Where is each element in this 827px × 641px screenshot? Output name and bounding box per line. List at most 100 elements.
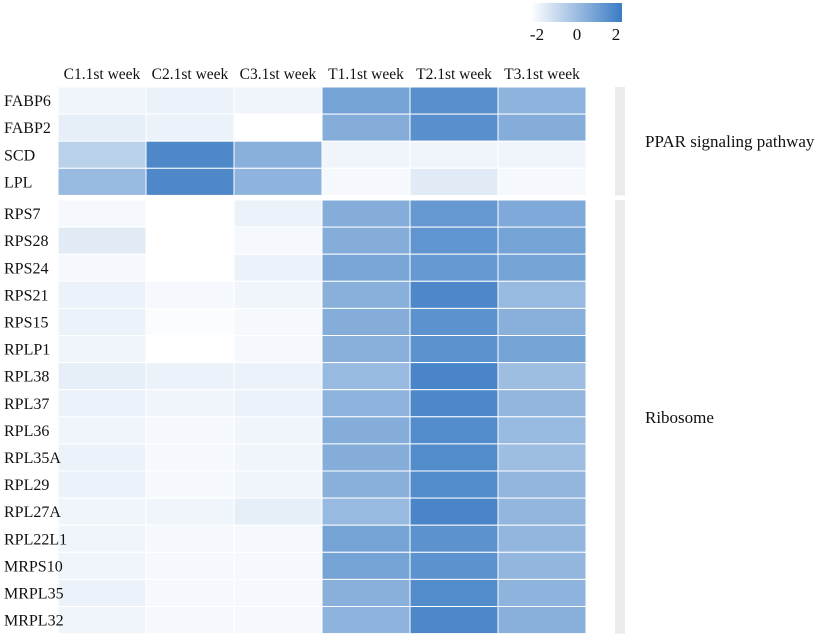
heatmap-cell [321,307,411,336]
heatmap-cell [409,497,499,526]
heatmap-cell [497,253,587,282]
row-label: RPS15 [4,314,48,331]
heatmap-cell [57,551,147,580]
group-label: Ribosome [645,408,714,427]
heatmap-cell [409,606,499,635]
heatmap-cell [497,280,587,309]
heatmap-cell [145,416,235,445]
column-label: C3.1st week [240,66,317,83]
heatmap-cells [57,86,587,635]
heatmap-cell [497,416,587,445]
heatmap-cell [57,335,147,364]
heatmap-cell [321,497,411,526]
heatmap-cell [145,226,235,255]
heatmap-cell [145,113,235,142]
heatmap-cell [409,226,499,255]
heatmap-cell [57,140,147,169]
heatmap-cell [145,389,235,418]
column-label: C1.1st week [64,66,141,83]
row-label: RPL35A [4,450,61,467]
row-label: MRPS10 [4,558,63,575]
heatmap-cell [497,140,587,169]
heatmap-cell [57,524,147,553]
heatmap-cell [409,253,499,282]
row-label: LPL [4,174,32,191]
row-label: RPL38 [4,369,49,386]
heatmap-cell [145,253,235,282]
column-label: T2.1st week [416,66,492,83]
row-label: RPS7 [4,206,40,223]
group-bar [615,200,625,634]
legend-tick-label: 0 [573,25,582,44]
heatmap-cell [57,606,147,635]
heatmap-cell [233,335,323,364]
heatmap-cell [233,524,323,553]
heatmap-cell [321,416,411,445]
heatmap-cell [409,280,499,309]
heatmap-cell [57,280,147,309]
heatmap-cell [321,551,411,580]
heatmap-cell [321,578,411,608]
heatmap-cell [57,497,147,526]
heatmap-cell [57,307,147,336]
heatmap-cell [321,199,411,228]
heatmap-cell [409,551,499,580]
heatmap-cell [145,167,235,196]
heatmap-cell [321,524,411,553]
heatmap-cell [233,113,323,142]
heatmap-cell [57,86,147,115]
heatmap-cell [145,362,235,391]
heatmap-cell [321,113,411,142]
heatmap-cell [497,497,587,526]
row-label: RPL36 [4,423,49,440]
legend-tick-label: 2 [612,25,621,44]
row-label: RPL27A [4,504,61,521]
heatmap-cell [497,226,587,255]
column-label: T3.1st week [504,66,580,83]
heatmap-cell [57,113,147,142]
heatmap-cell [409,470,499,499]
row-label: RPS24 [4,260,48,277]
legend-gradient-bar [531,3,622,22]
heatmap-cell [57,253,147,282]
heatmap-cell [497,335,587,364]
heatmap-cell [233,253,323,282]
heatmap-cell [321,140,411,169]
heatmap-cell [409,140,499,169]
group-bar [615,87,625,196]
heatmap-cell [233,578,323,608]
heatmap-cell [233,199,323,228]
heatmap-cell [145,606,235,635]
heatmap-cell [57,389,147,418]
heatmap-cell [57,470,147,499]
heatmap-cell [233,443,323,472]
heatmap-cell [497,606,587,635]
row-label: RPL37 [4,396,49,413]
heatmap-cell [321,280,411,309]
row-label: RPS21 [4,287,48,304]
heatmap-cell [233,280,323,309]
heatmap-cell [409,199,499,228]
group-label: PPAR signaling pathway [645,132,815,151]
heatmap-cell [497,524,587,553]
heatmap-cell [233,470,323,499]
heatmap-cell [233,167,323,196]
heatmap-cell [409,167,499,196]
heatmap-cell [409,113,499,142]
heatmap-cell [409,578,499,608]
heatmap-cell [497,443,587,472]
column-label: C2.1st week [152,66,229,83]
heatmap-cell [233,362,323,391]
heatmap-cell [57,362,147,391]
heatmap-cell [409,307,499,336]
heatmap-cell [497,307,587,336]
heatmap-cell [321,606,411,635]
legend-tick-label: -2 [530,25,544,44]
row-label: MRPL35 [4,585,64,602]
heatmap-cell [497,362,587,391]
heatmap-cell [497,113,587,142]
heatmap-cell [145,578,235,608]
heatmap-cell [497,551,587,580]
